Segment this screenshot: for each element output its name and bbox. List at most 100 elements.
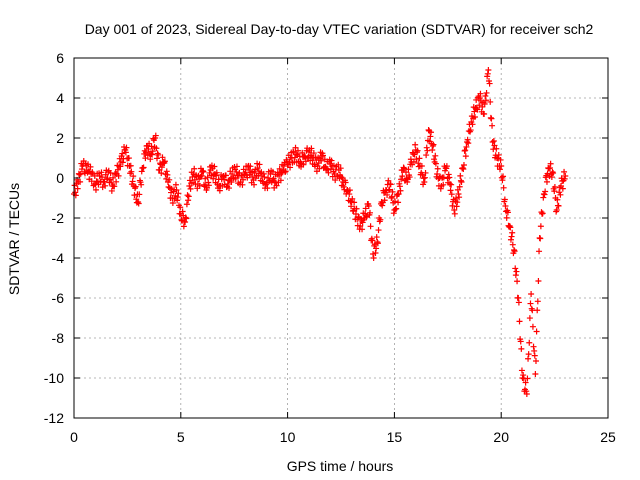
x-axis-label: GPS time / hours [287,458,394,474]
data-point [119,150,126,157]
data-point [276,173,283,179]
data-point [407,156,414,163]
data-point [457,172,464,179]
data-point [233,163,240,170]
data-point [136,191,143,198]
data-point [242,169,249,176]
data-point [516,318,523,325]
data-point [393,205,400,212]
data-point [427,133,434,140]
data-point [375,227,382,234]
data-point [280,163,287,170]
data-point [293,151,300,157]
data-point [366,209,373,216]
x-tick-label: 15 [387,429,403,445]
data-point [385,177,392,184]
data-point [422,169,429,176]
data-point [359,226,366,233]
data-point [251,181,258,188]
data-point [486,80,493,87]
data-point [387,181,394,188]
data-point [489,122,496,129]
data-point [369,237,376,244]
data-point [429,147,436,154]
data-point [174,194,181,201]
grid [74,58,608,418]
y-tick-label: -8 [52,330,65,346]
data-point [461,147,468,154]
data-point [112,170,119,177]
data-point [228,179,235,186]
data-point [377,216,384,223]
data-point [185,193,192,200]
data-point [182,214,189,221]
data-point [495,151,502,158]
data-point [401,165,408,172]
data-point [337,165,344,172]
data-point [174,197,181,204]
data-point [406,174,413,181]
data-point [398,176,405,183]
data-point [487,114,494,121]
data-point [457,177,464,184]
data-point [423,152,430,159]
data-point [160,159,167,165]
data-point [451,207,458,213]
data-point [528,291,535,297]
data-point [497,156,504,163]
data-point [537,223,544,230]
data-point [464,136,471,143]
data-point [456,194,463,201]
data-point [403,175,410,182]
data-point [487,98,494,105]
data-point [451,210,458,217]
data-point [445,171,452,178]
data-point [553,207,560,213]
data-point [362,205,369,212]
data-point [462,153,469,160]
data-point [148,143,155,150]
data-point [210,175,217,182]
data-point [448,191,455,198]
data-point [129,178,136,185]
data-point [205,182,212,189]
data-point [547,164,554,171]
data-point [147,156,154,163]
data-point [123,144,130,151]
data-point [446,174,453,181]
data-point [512,265,519,272]
data-point [416,155,423,162]
data-point [421,179,428,185]
data-point [555,202,562,209]
data-point [128,168,135,175]
data-point [374,240,381,247]
data-point [526,339,533,346]
data-point [342,179,349,186]
data-point [530,343,537,350]
data-point [474,106,481,113]
data-point [551,188,558,195]
data-point [184,192,191,199]
data-point [414,147,421,154]
data-point [525,351,532,358]
data-point [518,367,525,374]
data-point [200,168,207,175]
data-point [502,203,509,209]
data-point [161,158,168,165]
data-point [138,181,145,188]
data-point [551,184,558,191]
data-point [381,197,388,204]
data-point [418,162,425,169]
y-tick-label: 0 [56,170,64,186]
data-point [338,174,345,181]
data-point [518,345,525,352]
data-point [396,183,403,190]
data-point [454,199,461,206]
data-point [399,173,406,180]
data-point [115,172,122,179]
data-point [440,174,447,181]
data-point [559,185,566,192]
data-point [557,191,564,198]
data-point [373,234,380,241]
data-point [163,168,170,175]
